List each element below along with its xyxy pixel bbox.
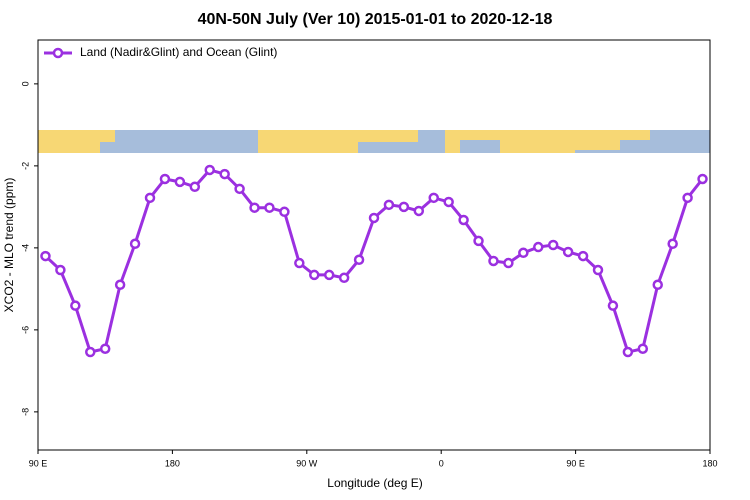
point bbox=[533, 241, 544, 253]
y-tick-label: -2 bbox=[20, 162, 30, 170]
point bbox=[398, 201, 410, 213]
legend-label: Land (Nadir&Glint) and Ocean (Glint) bbox=[80, 45, 277, 59]
point bbox=[40, 250, 51, 262]
point bbox=[547, 239, 559, 251]
point bbox=[473, 235, 484, 247]
point bbox=[85, 346, 96, 358]
point bbox=[443, 196, 454, 208]
point bbox=[129, 238, 141, 250]
point bbox=[174, 176, 186, 188]
x-tick-label: 180 bbox=[702, 458, 717, 468]
point bbox=[70, 300, 81, 311]
y-tick-label: 0 bbox=[20, 81, 30, 86]
point bbox=[279, 206, 290, 218]
point bbox=[428, 192, 439, 204]
point bbox=[682, 192, 693, 204]
x-tick-label: 90 W bbox=[296, 458, 318, 468]
y-tick-label: -6 bbox=[20, 326, 30, 334]
point bbox=[204, 164, 215, 176]
point bbox=[577, 250, 589, 262]
point bbox=[189, 181, 201, 193]
point bbox=[234, 183, 245, 195]
chart-title: 40N-50N July (Ver 10) 2015-01-01 to 2020… bbox=[198, 11, 553, 28]
y-tick-label: -8 bbox=[20, 408, 30, 416]
point bbox=[309, 269, 320, 281]
point bbox=[159, 173, 171, 185]
point bbox=[353, 254, 365, 266]
point bbox=[667, 238, 678, 250]
point bbox=[697, 173, 708, 185]
point bbox=[338, 272, 350, 284]
point bbox=[383, 199, 395, 211]
point bbox=[562, 246, 574, 258]
point bbox=[607, 300, 619, 311]
point bbox=[114, 279, 126, 291]
point bbox=[652, 279, 663, 291]
point bbox=[413, 205, 425, 217]
point bbox=[144, 192, 156, 204]
point bbox=[264, 202, 275, 213]
series-line bbox=[44, 168, 704, 354]
x-axis-label: Longitude (deg E) bbox=[327, 476, 422, 490]
point bbox=[518, 247, 529, 259]
point bbox=[219, 168, 230, 180]
point bbox=[99, 343, 111, 354]
point bbox=[592, 264, 604, 276]
point bbox=[323, 269, 335, 281]
point bbox=[503, 257, 514, 269]
x-tick-label: 0 bbox=[439, 458, 444, 468]
x-tick-label: 180 bbox=[165, 458, 180, 468]
point bbox=[488, 255, 499, 267]
x-tick-label: 90 E bbox=[566, 458, 585, 468]
x-tick-label: 90 E bbox=[29, 458, 48, 468]
y-tick-label: -4 bbox=[20, 244, 30, 252]
plot-frame bbox=[37, 39, 711, 451]
point bbox=[249, 202, 260, 213]
point bbox=[458, 214, 469, 226]
point bbox=[55, 264, 66, 276]
legend-marker bbox=[52, 47, 64, 59]
point bbox=[294, 257, 305, 269]
point bbox=[368, 212, 380, 224]
y-axis-label: XCO2 - MLO trend (ppm) bbox=[2, 178, 16, 313]
map-strip bbox=[38, 130, 710, 153]
point bbox=[637, 343, 649, 354]
point bbox=[622, 346, 634, 358]
